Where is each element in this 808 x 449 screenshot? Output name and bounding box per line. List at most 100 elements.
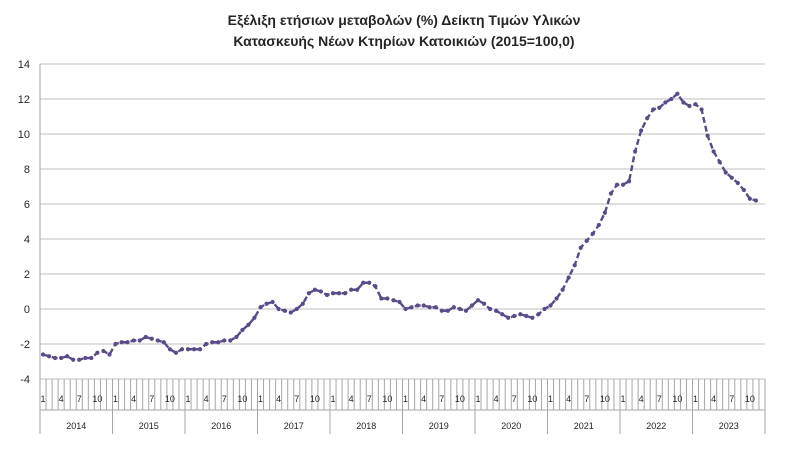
chart-title-line-2: Κατασκευής Νέων Κτηρίων Κατοικιών (2015=… bbox=[233, 33, 575, 49]
data-point bbox=[361, 280, 366, 285]
data-point bbox=[735, 180, 740, 186]
data-point bbox=[258, 305, 263, 310]
data-point bbox=[355, 287, 360, 292]
x-tick-label: 1 bbox=[186, 394, 191, 404]
x-year-label: 2020 bbox=[501, 421, 521, 431]
data-point bbox=[349, 287, 354, 292]
data-point bbox=[620, 182, 626, 187]
data-point bbox=[385, 296, 390, 301]
data-point bbox=[409, 305, 414, 310]
data-point bbox=[240, 327, 245, 333]
data-point bbox=[584, 238, 589, 243]
data-point bbox=[639, 128, 644, 133]
x-tick-label: 4 bbox=[276, 394, 281, 404]
data-point bbox=[288, 310, 293, 315]
data-point bbox=[530, 315, 535, 320]
data-point bbox=[270, 299, 275, 305]
data-point bbox=[548, 303, 553, 308]
data-point bbox=[89, 355, 94, 361]
data-point bbox=[282, 308, 287, 313]
x-tick-label: 4 bbox=[204, 394, 209, 404]
data-point bbox=[608, 191, 614, 196]
data-point bbox=[125, 340, 130, 345]
data-point bbox=[294, 306, 299, 312]
x-tick-label: 10 bbox=[600, 394, 610, 404]
data-point bbox=[167, 347, 172, 352]
data-point bbox=[469, 303, 475, 308]
y-tick-label: 14 bbox=[18, 59, 30, 71]
x-tick-label: 4 bbox=[566, 394, 571, 404]
data-point bbox=[246, 322, 251, 327]
x-tick-label: 10 bbox=[745, 394, 755, 404]
data-point bbox=[500, 312, 505, 317]
data-point bbox=[663, 100, 668, 105]
data-point bbox=[367, 280, 372, 285]
data-point bbox=[463, 308, 469, 313]
data-point bbox=[210, 340, 215, 345]
data-point bbox=[723, 170, 728, 175]
x-tick-label: 10 bbox=[527, 394, 537, 404]
x-tick-label: 10 bbox=[455, 394, 465, 404]
x-tick-label: 7 bbox=[294, 394, 299, 404]
x-tick-label: 1 bbox=[621, 394, 626, 404]
series-layer bbox=[40, 91, 759, 362]
data-point bbox=[324, 292, 330, 298]
data-point bbox=[391, 298, 396, 303]
x-tick-label: 10 bbox=[237, 394, 247, 404]
x-tick-label: 10 bbox=[382, 394, 392, 404]
data-point bbox=[336, 291, 342, 296]
data-point bbox=[747, 196, 752, 201]
x-tick-label: 1 bbox=[403, 394, 408, 404]
data-point bbox=[566, 275, 571, 280]
data-point bbox=[216, 340, 221, 345]
data-point bbox=[457, 306, 462, 312]
x-tick-label: 4 bbox=[494, 394, 499, 404]
x-tick-label: 1 bbox=[113, 394, 118, 404]
data-point bbox=[228, 338, 233, 343]
y-tick-label: 0 bbox=[24, 304, 30, 316]
data-point bbox=[693, 102, 698, 107]
data-point bbox=[59, 355, 64, 361]
data-point bbox=[204, 341, 209, 347]
data-point bbox=[427, 305, 432, 310]
y-tick-label: 12 bbox=[18, 94, 30, 106]
data-point bbox=[40, 352, 46, 357]
data-point bbox=[542, 306, 547, 312]
y-tick-label: 4 bbox=[24, 234, 30, 246]
x-tick-label: 1 bbox=[41, 394, 46, 404]
x-year-label: 2016 bbox=[211, 421, 231, 431]
data-point bbox=[252, 315, 257, 320]
data-point bbox=[512, 313, 517, 319]
data-point bbox=[729, 175, 734, 180]
y-tick-label: -4 bbox=[20, 374, 30, 386]
data-point bbox=[222, 338, 227, 343]
x-tick-label: 4 bbox=[349, 394, 354, 404]
data-point bbox=[46, 354, 52, 359]
data-point bbox=[77, 357, 82, 362]
data-point bbox=[83, 355, 88, 361]
data-point bbox=[488, 306, 493, 312]
data-point bbox=[71, 357, 76, 362]
data-point bbox=[185, 347, 191, 352]
data-point bbox=[161, 340, 166, 345]
data-point bbox=[403, 306, 408, 312]
data-point bbox=[602, 210, 607, 215]
y-tick-label: 2 bbox=[24, 269, 30, 281]
data-point bbox=[113, 341, 118, 347]
x-year-label: 2015 bbox=[139, 421, 159, 431]
y-tick-label: 8 bbox=[24, 164, 30, 176]
x-tick-label: 7 bbox=[367, 394, 372, 404]
data-point bbox=[155, 338, 160, 343]
x-tick-label: 10 bbox=[92, 394, 102, 404]
data-point bbox=[645, 116, 650, 121]
x-tick-label: 7 bbox=[222, 394, 227, 404]
data-point bbox=[669, 96, 674, 102]
data-point bbox=[131, 338, 136, 343]
data-point bbox=[107, 352, 112, 357]
data-point bbox=[397, 299, 402, 305]
data-point bbox=[179, 347, 185, 352]
data-point bbox=[633, 149, 638, 154]
